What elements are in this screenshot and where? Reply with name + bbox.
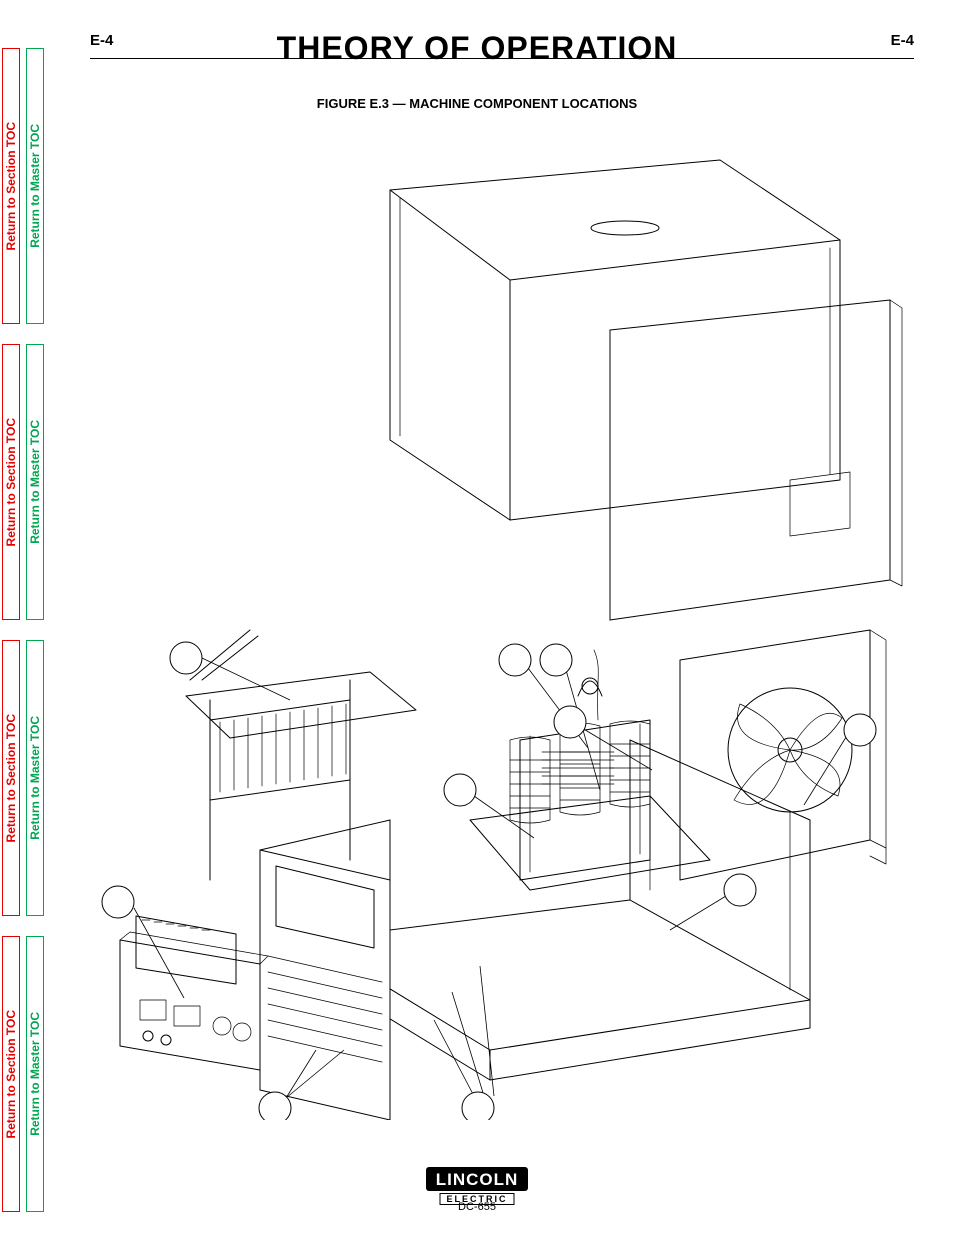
master-toc-label: Return to Master TOC [28,124,42,248]
output-rectifier [186,630,416,880]
brand-logo: LINCOLN ELECTRIC [0,1167,954,1191]
header-rule [90,58,914,59]
figure-caption: FIGURE E.3 — MACHINE COMPONENT LOCATIONS [0,96,954,111]
page-title: THEORY OF OPERATION [0,30,954,67]
master-toc-label: Return to Master TOC [28,716,42,840]
master-toc-label: Return to Master TOC [28,420,42,544]
front-case [260,820,390,1120]
master-toc-tab-2[interactable]: Return to Master TOC [26,344,44,620]
master-toc-tab-3[interactable]: Return to Master TOC [26,640,44,916]
fan-assembly [680,630,886,880]
section-toc-label: Return to Section TOC [4,122,18,250]
section-toc-label: Return to Section TOC [4,1010,18,1138]
exploded-view-figure [90,120,910,1120]
model-footer: DC-655 [0,1201,954,1213]
section-toc-tab-1[interactable]: Return to Section TOC [2,48,20,324]
top-cover [390,160,840,520]
rear-panel [610,300,902,620]
master-toc-tab-1[interactable]: Return to Master TOC [26,48,44,324]
brand-name: LINCOLN [436,1170,519,1189]
section-toc-label: Return to Section TOC [4,714,18,842]
section-toc-tab-3[interactable]: Return to Section TOC [2,640,20,916]
section-toc-tab-2[interactable]: Return to Section TOC [2,344,20,620]
section-toc-label: Return to Section TOC [4,418,18,546]
control-panel [120,916,268,1070]
master-toc-label: Return to Master TOC [28,1012,42,1136]
